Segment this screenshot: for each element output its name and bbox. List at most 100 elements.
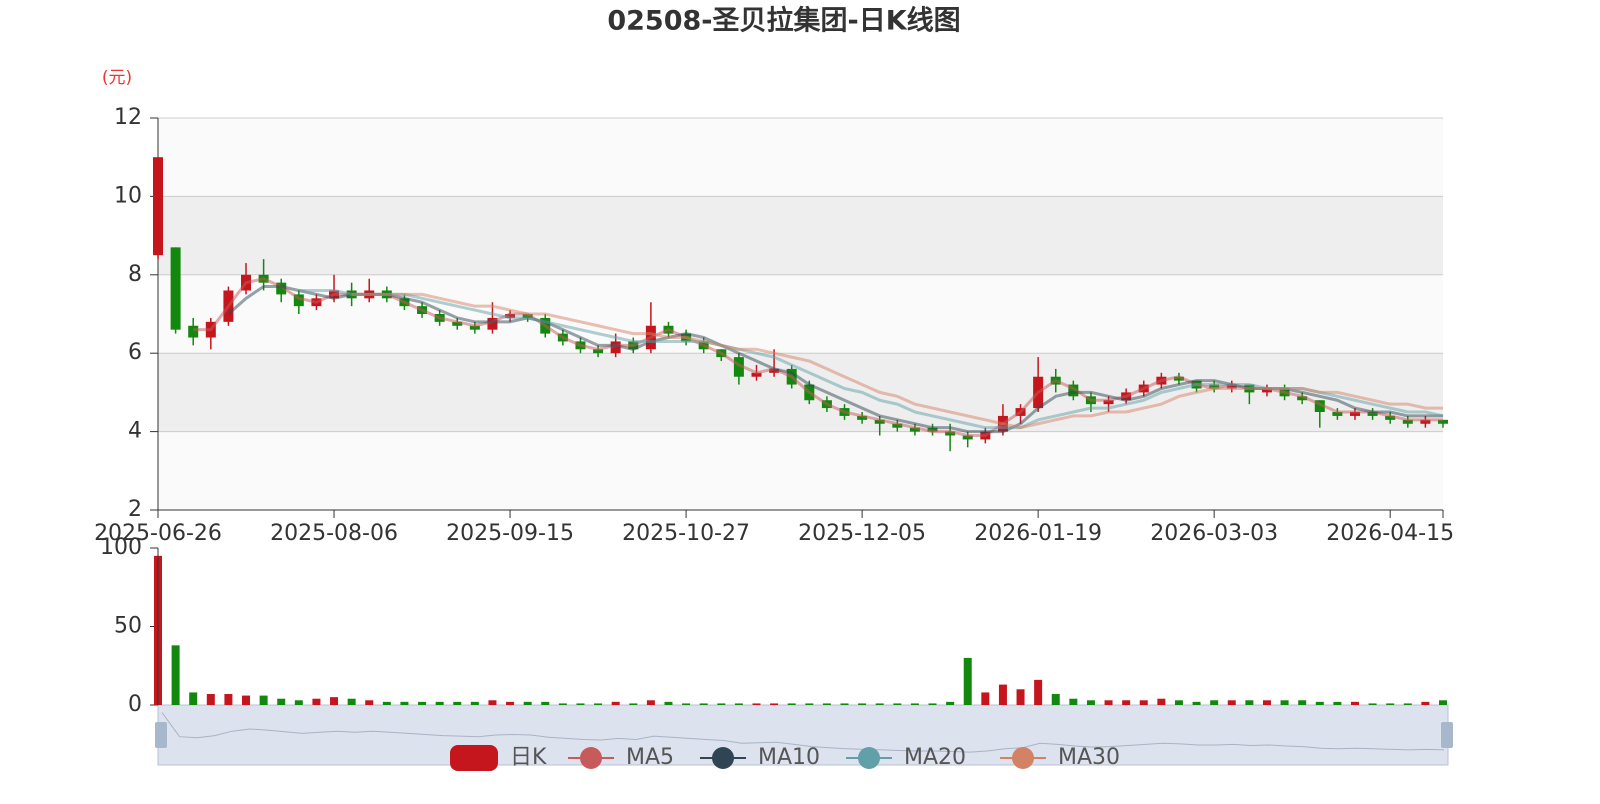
legend-label: MA20	[904, 745, 966, 770]
volume-bar	[787, 703, 796, 705]
ma-line	[227, 285, 1443, 434]
volume-y-tick-label: 50	[114, 614, 142, 639]
y-unit: (元)	[102, 68, 132, 88]
split-area	[158, 274, 1443, 354]
volume-bar	[1315, 701, 1324, 705]
legend-icon-dot	[1012, 747, 1034, 769]
candle-body	[909, 427, 920, 432]
x-tick-label: 2025-12-05	[798, 521, 926, 546]
legend-label: MA10	[758, 745, 820, 770]
volume-bar	[1192, 701, 1201, 705]
volume-bar	[699, 703, 708, 705]
candle-body	[1332, 412, 1343, 416]
legend-label: 日K	[510, 745, 547, 770]
candle-body	[874, 419, 885, 424]
volume-bar	[1439, 700, 1447, 705]
x-tick-label: 2025-06-26	[94, 521, 222, 546]
volume-bar	[1368, 703, 1377, 705]
legend-item[interactable]: 日K	[450, 745, 547, 771]
candle-body	[1420, 419, 1431, 424]
volume-bar	[189, 692, 198, 705]
candle-body	[1261, 388, 1272, 393]
candle-body	[857, 415, 868, 420]
volume-bar	[347, 698, 356, 705]
volume-bar	[1333, 701, 1342, 705]
legend-icon-dot	[858, 747, 880, 769]
volume-bar	[893, 703, 902, 705]
y-tick-label: 6	[128, 340, 142, 365]
volume-bar	[382, 701, 391, 705]
volume-bar	[1262, 700, 1271, 705]
volume-bar	[1403, 703, 1412, 705]
candle-body	[487, 317, 498, 330]
candle-body	[1385, 415, 1396, 420]
volume-bar	[224, 694, 233, 705]
candle-body	[1314, 400, 1325, 412]
volume-bar	[998, 684, 1007, 705]
zoom-slider[interactable]	[157, 704, 1449, 766]
candle-body	[188, 325, 199, 338]
volume-bar	[1174, 700, 1183, 705]
volume-bar	[453, 701, 462, 705]
volume-bar	[875, 703, 884, 705]
legend-item[interactable]: MA10	[700, 745, 820, 770]
volume-bar	[910, 703, 919, 705]
volume-bar	[277, 698, 286, 705]
volume-bar	[717, 703, 726, 705]
volume-bar	[928, 703, 937, 705]
split-area	[158, 118, 1443, 197]
legend-icon	[450, 745, 498, 771]
volume-bar	[1034, 679, 1043, 705]
volume-bar	[242, 695, 251, 705]
volume-bar	[1227, 700, 1236, 705]
y-tick-label: 8	[128, 262, 142, 287]
volume-bar	[365, 700, 374, 705]
volume-bar	[1280, 700, 1289, 705]
volume-bar	[488, 700, 497, 705]
volume-bar	[1086, 700, 1095, 705]
volume-bar	[1386, 703, 1395, 705]
volume-bar	[1016, 689, 1025, 705]
volume-bar	[541, 701, 550, 705]
candle-body	[170, 247, 181, 330]
candle-body	[1226, 384, 1237, 389]
legend-item[interactable]: MA5	[568, 745, 674, 770]
y-tick-label: 10	[114, 183, 142, 208]
volume-bar	[558, 703, 567, 705]
candle-body	[962, 435, 973, 440]
legend-item[interactable]: MA20	[846, 745, 966, 770]
candle-body	[593, 349, 604, 354]
candle-body	[1438, 419, 1448, 424]
volume-bar	[629, 703, 638, 705]
x-tick-label: 2026-01-19	[974, 521, 1102, 546]
candle-body	[892, 423, 903, 428]
zoom-handle-left[interactable]	[155, 722, 167, 748]
volume-bar	[664, 701, 673, 705]
candle-body	[452, 321, 463, 326]
candle-body	[276, 282, 287, 295]
volume-bar	[506, 701, 515, 705]
volume-bar	[418, 701, 427, 705]
volume-bar	[734, 703, 743, 705]
volume-bar	[981, 692, 990, 705]
candle-body	[153, 157, 163, 256]
zoom-handle-right[interactable]	[1441, 722, 1453, 748]
ma-line	[351, 292, 1443, 430]
candle-body	[1367, 412, 1378, 416]
volume-bar	[1122, 700, 1131, 705]
volume-bar	[1104, 700, 1113, 705]
volume-bar	[576, 703, 585, 705]
x-tick-label: 2025-09-15	[446, 521, 574, 546]
legend-item[interactable]: MA30	[1000, 745, 1120, 770]
volume-bar	[1051, 694, 1060, 705]
candle-body	[733, 357, 744, 377]
volume-bar	[294, 700, 303, 705]
x-tick-label: 2025-10-27	[622, 521, 750, 546]
volume-bar	[1350, 701, 1359, 705]
candle-body	[1068, 384, 1079, 397]
volume-bar	[1139, 700, 1148, 705]
y-tick-label: 12	[114, 105, 142, 130]
chart-title: 02508-圣贝拉集团-日K线图	[607, 5, 960, 37]
